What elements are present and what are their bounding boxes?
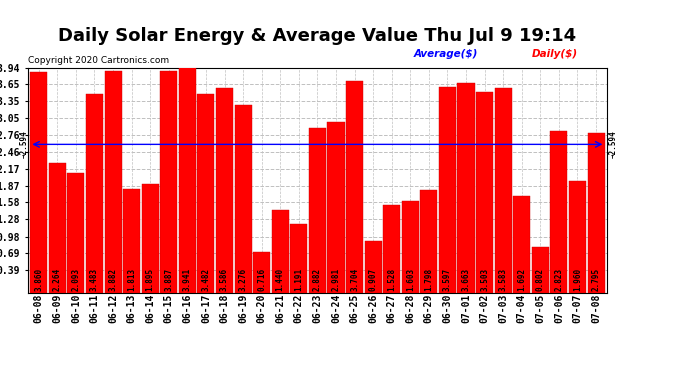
Bar	[123, 189, 140, 292]
Text: 3.503: 3.503	[480, 268, 489, 291]
Text: 3.941: 3.941	[183, 268, 192, 291]
Bar	[402, 201, 419, 292]
Text: 2.823: 2.823	[554, 268, 564, 291]
Text: 3.704: 3.704	[350, 268, 359, 291]
Bar	[160, 70, 177, 292]
Text: →2.594: →2.594	[609, 130, 618, 158]
Text: 1.440: 1.440	[276, 268, 285, 291]
Bar	[141, 184, 159, 292]
Text: 3.586: 3.586	[220, 268, 229, 291]
Bar	[235, 105, 252, 292]
Bar	[513, 196, 531, 292]
Bar	[290, 225, 307, 292]
Bar	[104, 71, 121, 292]
Text: 1.798: 1.798	[424, 268, 433, 291]
Text: 0.802: 0.802	[536, 268, 545, 291]
Bar	[587, 133, 604, 292]
Text: 3.663: 3.663	[462, 268, 471, 291]
Text: 2.795: 2.795	[591, 268, 600, 291]
Text: Daily Solar Energy & Average Value Thu Jul 9 19:14: Daily Solar Energy & Average Value Thu J…	[59, 27, 576, 45]
Bar	[86, 94, 103, 292]
Text: 3.276: 3.276	[239, 268, 248, 291]
Text: 3.597: 3.597	[443, 268, 452, 291]
Bar	[68, 173, 84, 292]
Bar	[476, 93, 493, 292]
Text: 1.528: 1.528	[387, 268, 396, 291]
Text: 3.483: 3.483	[90, 268, 99, 291]
Text: 3.860: 3.860	[34, 268, 43, 291]
Text: 0.907: 0.907	[368, 268, 377, 291]
Text: 1.895: 1.895	[146, 268, 155, 291]
Bar	[364, 241, 382, 292]
Bar	[532, 247, 549, 292]
Bar	[420, 190, 437, 292]
Text: 2.093: 2.093	[71, 268, 81, 291]
Bar	[551, 131, 567, 292]
Text: Daily($): Daily($)	[531, 49, 578, 59]
Bar	[346, 81, 363, 292]
Text: 2.882: 2.882	[313, 268, 322, 291]
Text: 3.887: 3.887	[164, 268, 173, 291]
Text: 3.482: 3.482	[201, 268, 210, 291]
Bar	[49, 163, 66, 292]
Bar	[179, 68, 196, 292]
Text: 0.716: 0.716	[257, 268, 266, 291]
Text: 1.813: 1.813	[127, 268, 136, 291]
Text: 1.191: 1.191	[295, 268, 304, 291]
Bar	[216, 88, 233, 292]
Text: 3.882: 3.882	[108, 268, 117, 291]
Text: 1.603: 1.603	[406, 268, 415, 291]
Bar	[328, 122, 344, 292]
Text: 3.583: 3.583	[499, 268, 508, 291]
Bar	[457, 83, 475, 292]
Bar	[30, 72, 48, 292]
Text: 1.692: 1.692	[518, 268, 526, 291]
Bar	[439, 87, 456, 292]
Text: 1.960: 1.960	[573, 268, 582, 291]
Bar	[383, 205, 400, 292]
Bar	[272, 210, 289, 292]
Bar	[569, 181, 586, 292]
Text: 2.981: 2.981	[331, 268, 340, 291]
Bar	[495, 88, 512, 292]
Bar	[253, 252, 270, 292]
Text: 2.264: 2.264	[53, 268, 62, 291]
Bar	[197, 94, 215, 292]
Text: Copyright 2020 Cartronics.com: Copyright 2020 Cartronics.com	[28, 56, 169, 65]
Text: →2.594: →2.594	[19, 130, 28, 158]
Bar	[309, 128, 326, 292]
Text: Average($): Average($)	[414, 49, 478, 59]
